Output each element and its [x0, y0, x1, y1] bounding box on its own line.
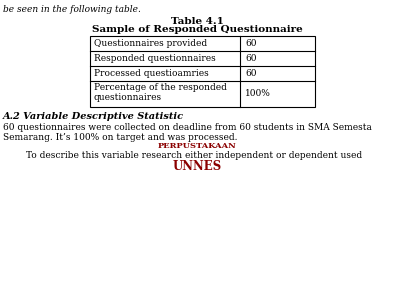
Text: Sample of Responded Questionnaire: Sample of Responded Questionnaire: [92, 25, 303, 34]
Text: Percentage of the responded: Percentage of the responded: [94, 83, 227, 92]
Text: UNNES: UNNES: [172, 160, 222, 173]
Text: To describe this variable research either independent or dependent used: To describe this variable research eithe…: [3, 151, 362, 160]
Text: Questionnaires provided: Questionnaires provided: [94, 39, 207, 48]
Text: 100%: 100%: [245, 89, 271, 99]
Bar: [90, 36, 315, 107]
Text: Processed questioamries: Processed questioamries: [94, 69, 209, 78]
Text: 60: 60: [245, 39, 256, 48]
Text: questionnaires: questionnaires: [94, 92, 162, 102]
Text: Table 4.1: Table 4.1: [171, 17, 224, 26]
Text: Responded questionnaires: Responded questionnaires: [94, 54, 216, 63]
Text: PERPUSTAKAAN: PERPUSTAKAAN: [158, 142, 236, 150]
Text: 60: 60: [245, 69, 256, 78]
Text: A.2 Variable Descriptive Statistic: A.2 Variable Descriptive Statistic: [3, 112, 184, 121]
Text: be seen in the following table.: be seen in the following table.: [3, 5, 141, 14]
Text: 60 questionnaires were collected on deadline from 60 students in SMA Semesta: 60 questionnaires were collected on dead…: [3, 123, 372, 132]
Text: 60: 60: [245, 54, 256, 63]
Text: Semarang. It’s 100% on target and was processed.: Semarang. It’s 100% on target and was pr…: [3, 133, 237, 142]
